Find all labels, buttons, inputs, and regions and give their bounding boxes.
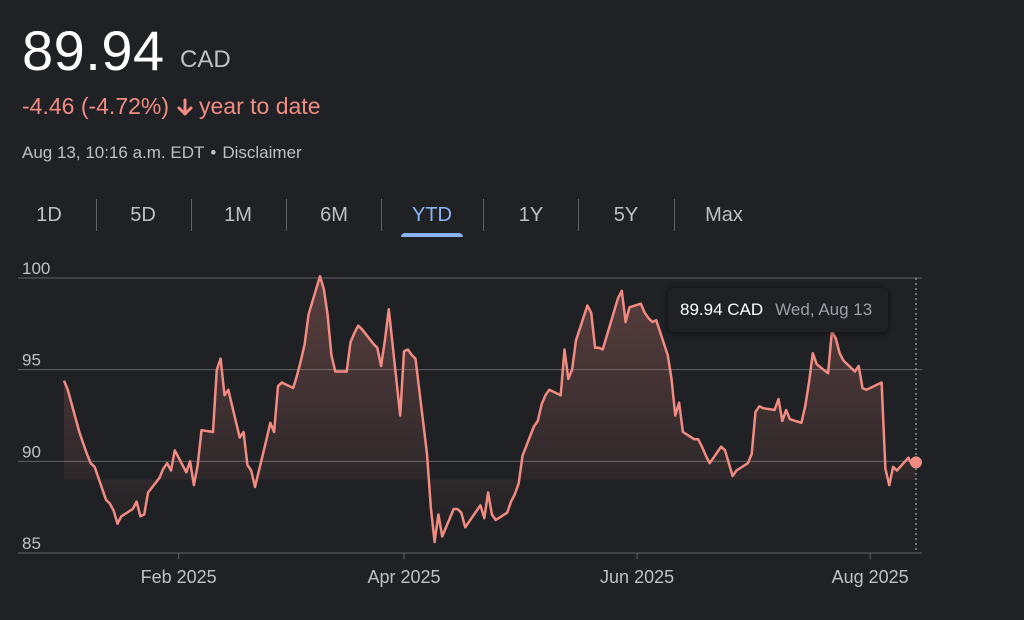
tab-max[interactable]: Max xyxy=(692,195,756,235)
tab-label: Max xyxy=(705,203,743,226)
meta-separator: • xyxy=(210,143,217,162)
price-change: -4.46 (-4.72%) year to date xyxy=(22,93,320,120)
y-tick-label: 90 xyxy=(22,442,41,461)
price-area xyxy=(64,276,916,542)
chart-grid xyxy=(18,277,922,559)
tab-divider xyxy=(381,199,382,231)
x-tick-label: Apr 2025 xyxy=(368,567,441,587)
price-line xyxy=(62,274,917,544)
tab-label: 5Y xyxy=(613,203,639,226)
x-tick-label: Feb 2025 xyxy=(141,567,217,587)
x-tick-label: Jun 2025 xyxy=(600,567,674,587)
tab-5d[interactable]: 5D xyxy=(114,195,172,235)
quote-meta: Aug 13, 10:16 a.m. EDT • Disclaimer xyxy=(22,143,302,163)
price-tooltip: 89.94 CAD Wed, Aug 13 xyxy=(668,288,889,332)
tab-label: 5D xyxy=(130,203,156,226)
tab-divider xyxy=(674,199,675,231)
hover-point xyxy=(910,456,922,469)
tab-label: 1M xyxy=(224,203,252,226)
tab-1d[interactable]: 1D xyxy=(20,195,78,235)
tab-5y[interactable]: 5Y xyxy=(597,195,655,235)
disclaimer-link[interactable]: Disclaimer xyxy=(222,143,302,162)
x-tick-label: Aug 2025 xyxy=(832,567,909,587)
arrow-down-icon xyxy=(177,97,193,117)
tab-label: YTD xyxy=(412,203,452,226)
tab-1y[interactable]: 1Y xyxy=(502,195,560,235)
change-value: -4.46 (-4.72%) xyxy=(22,93,170,119)
tab-ytd[interactable]: YTD xyxy=(401,195,463,237)
tooltip-date: Wed, Aug 13 xyxy=(775,300,873,319)
y-tick-label: 100 xyxy=(22,259,50,278)
tab-divider xyxy=(286,199,287,231)
change-period: year to date xyxy=(199,93,321,119)
tooltip-price: 89.94 CAD xyxy=(680,300,764,319)
tab-divider xyxy=(578,199,579,231)
tab-label: 6M xyxy=(320,203,348,226)
active-tab-indicator xyxy=(401,233,463,237)
price-currency: CAD xyxy=(180,46,231,73)
tab-label: 1D xyxy=(36,203,62,226)
range-tabs: 1D 5D 1M 6M YTD 1Y 5Y Max xyxy=(0,195,780,241)
tab-divider xyxy=(191,199,192,231)
current-price: 89.94 xyxy=(22,19,165,82)
x-axis: Feb 2025 Apr 2025 Jun 2025 Aug 2025 xyxy=(141,567,909,587)
y-tick-label: 85 xyxy=(22,534,41,553)
price-chart[interactable]: 100 95 90 85 Feb 2025 Apr 2025 Jun 2025 Aug 20… xyxy=(0,250,1024,620)
tab-6m[interactable]: 6M xyxy=(303,195,365,235)
tab-label: 1Y xyxy=(518,203,544,226)
y-tick-label: 95 xyxy=(22,351,41,370)
y-axis: 100 95 90 85 xyxy=(22,259,50,553)
quote-timestamp: Aug 13, 10:16 a.m. EDT xyxy=(22,143,205,162)
tab-1m[interactable]: 1M xyxy=(209,195,267,235)
tab-divider xyxy=(483,199,484,231)
tab-divider xyxy=(96,199,97,231)
